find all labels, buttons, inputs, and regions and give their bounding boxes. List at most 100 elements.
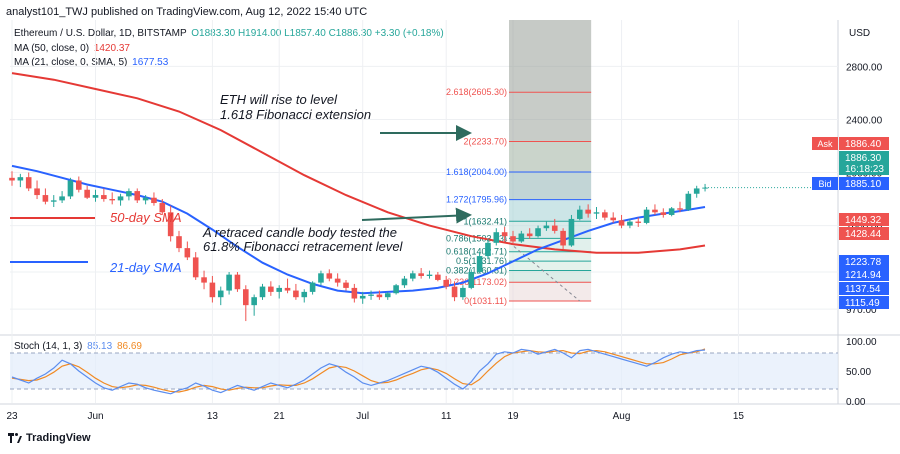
candle	[393, 283, 399, 295]
candle-body	[293, 290, 299, 298]
candle-body	[217, 290, 224, 298]
candle	[9, 171, 15, 186]
candle-body	[543, 225, 550, 229]
price-tick-label: 2400.00	[846, 115, 883, 126]
candle-body	[610, 217, 616, 221]
fib-zone	[509, 270, 592, 283]
stoch-d-value: 86.69	[116, 341, 142, 352]
candle-body	[176, 236, 182, 249]
stoch-k-value: 85.13	[87, 341, 113, 352]
candle	[109, 192, 115, 205]
candle	[410, 270, 416, 282]
candle	[384, 291, 391, 300]
candle	[568, 214, 575, 247]
candle-body	[652, 209, 658, 213]
candle-body	[618, 220, 625, 226]
candle	[593, 207, 600, 219]
candle	[226, 271, 232, 295]
fib-zone	[509, 92, 592, 142]
time-tick-label: 15	[733, 411, 745, 422]
candle-body	[151, 197, 157, 204]
candle	[259, 283, 266, 300]
candle-body	[476, 256, 483, 272]
ma50-legend: MA (50, close, 0) 1420.37	[14, 43, 130, 54]
candle	[343, 279, 349, 291]
candle-body	[510, 236, 516, 242]
candle-body	[602, 212, 608, 218]
fib-level-label: 2.618(2605.30)	[446, 87, 507, 97]
price-badge-box	[839, 213, 889, 226]
candle	[418, 268, 424, 279]
candle-body	[485, 242, 491, 257]
price-badge-value: 1449.32	[845, 215, 882, 226]
currency-label: USD	[849, 28, 870, 39]
candle	[201, 270, 207, 290]
candle	[243, 285, 249, 322]
annotation-text: A retraced candle body tested the	[202, 225, 397, 240]
price-tick-label: 2800.00	[846, 62, 883, 73]
candle-body	[627, 221, 633, 226]
time-tick-label: 21	[274, 411, 286, 422]
candle	[560, 228, 566, 250]
candle-body	[101, 195, 107, 200]
candle	[351, 283, 358, 303]
candle-body	[343, 282, 349, 288]
candle-body	[259, 286, 266, 298]
candle	[443, 275, 449, 290]
candle	[184, 241, 191, 261]
candle	[476, 252, 483, 274]
candle	[585, 204, 591, 218]
candle-body	[25, 177, 32, 189]
candle	[84, 185, 90, 200]
price-badge: 1214.94	[839, 268, 889, 281]
candle	[435, 271, 441, 282]
candle-body	[284, 287, 291, 291]
price-badge-box	[839, 151, 889, 175]
price-badge-countdown: 16:18:23	[845, 164, 884, 175]
time-tick-label: 11	[441, 411, 452, 422]
candle	[142, 195, 149, 205]
annotation-arrow	[361, 207, 472, 224]
candle	[685, 191, 692, 211]
price-badge-value: 1223.78	[845, 257, 882, 268]
symbol-legend: Ethereum / U.S. Dollar, 1D, BITSTAMP O18…	[14, 28, 444, 39]
candle-body	[309, 282, 316, 292]
candle	[217, 286, 224, 306]
candle-body	[84, 189, 90, 198]
ma50-label: MA (50, close, 0)	[14, 43, 90, 54]
candle	[276, 285, 282, 299]
fib-level-label: 1(1632.41)	[463, 216, 507, 226]
candle	[660, 208, 667, 218]
candle	[126, 188, 132, 201]
candle-body	[368, 294, 374, 296]
candle-body	[17, 177, 24, 181]
candle-body	[577, 209, 583, 219]
fib-level-label: 0.786(1503.73)	[446, 233, 507, 243]
price-badge-box	[839, 255, 889, 268]
candle-body	[251, 297, 257, 306]
stoch-label: Stoch (14, 1, 3)	[14, 341, 83, 352]
stoch-band	[10, 353, 838, 389]
candle-body	[493, 232, 500, 243]
price-badge-value: 1886.30	[845, 153, 882, 164]
price-badge-tag	[812, 177, 838, 190]
time-tick-label: 13	[207, 411, 219, 422]
candle-body	[635, 221, 642, 223]
candle-body	[234, 274, 241, 290]
candle	[535, 225, 541, 238]
fib-zone	[509, 141, 592, 172]
tradingview-logo[interactable]: TradingView	[8, 432, 91, 444]
price-badge: Bid 1885.10	[812, 177, 889, 190]
candle	[268, 281, 274, 296]
candle-body	[426, 274, 433, 276]
candle-body	[468, 271, 475, 288]
candle	[134, 188, 141, 204]
candle-body	[209, 282, 216, 298]
price-badge: 1223.78	[839, 255, 889, 268]
price-badge-box	[839, 282, 889, 295]
ohlc-values: O1883.30 H1914.00 L1857.40 C1886.30 +3.3…	[191, 28, 444, 39]
candle-body	[351, 287, 358, 299]
candle	[677, 201, 683, 213]
candle	[493, 228, 500, 246]
